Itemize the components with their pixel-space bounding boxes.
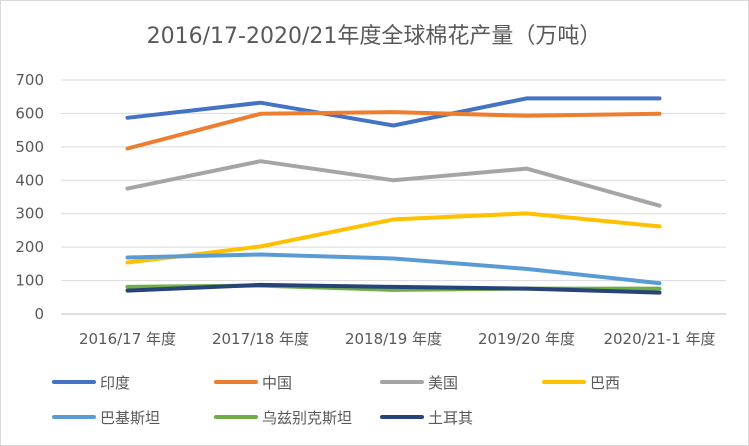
chart-title: 2016/17-2020/21年度全球棉花产量（万吨） <box>147 24 602 49</box>
y-tick-label: 500 <box>15 138 44 156</box>
series-line-1 <box>125 110 662 151</box>
y-tick-label: 0 <box>34 305 44 323</box>
legend-label: 美国 <box>428 374 458 392</box>
x-tick-label: 2018/19 年度 <box>345 330 442 348</box>
legend-label: 中国 <box>262 374 292 392</box>
y-tick-label: 400 <box>15 171 44 189</box>
legend-label: 土耳其 <box>428 409 473 427</box>
legend-label: 印度 <box>100 374 130 392</box>
y-tick-label: 200 <box>15 238 44 256</box>
series-line-2 <box>125 159 662 208</box>
series-line-0 <box>125 96 662 128</box>
y-tick-label: 300 <box>15 205 44 223</box>
series-line-6 <box>125 282 662 295</box>
series-line-3 <box>125 211 662 265</box>
y-tick-label: 600 <box>15 104 44 122</box>
x-tick-label: 2019/20 年度 <box>478 330 575 348</box>
legend-label: 乌兹别克斯坦 <box>262 409 352 427</box>
legend-label: 巴西 <box>590 374 620 392</box>
x-tick-label: 2017/18 年度 <box>212 330 309 348</box>
y-tick-label: 700 <box>15 71 44 89</box>
x-tick-label: 2020/21-1 年度 <box>603 330 715 348</box>
legend-label: 巴基斯坦 <box>100 409 160 427</box>
x-tick-label: 2016/17 年度 <box>79 330 176 348</box>
y-tick-label: 100 <box>15 272 44 290</box>
series-line-4 <box>125 252 662 286</box>
